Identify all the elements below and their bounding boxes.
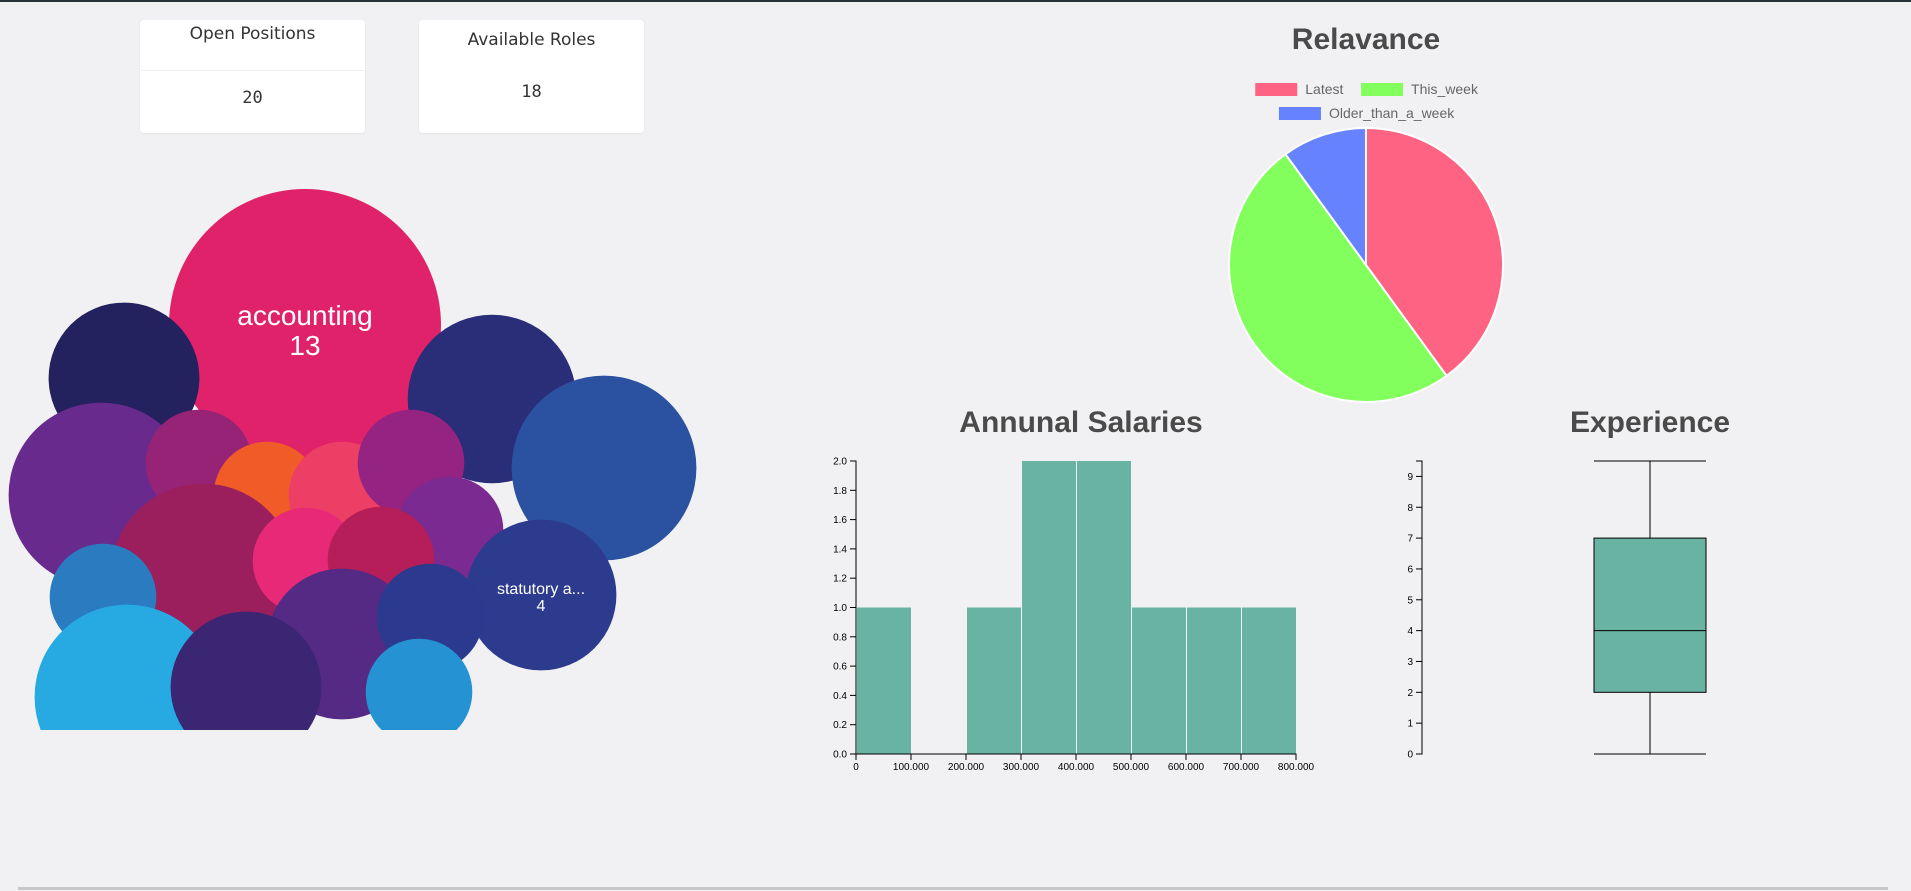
open-positions-label: Open Positions [189, 24, 316, 44]
histogram-title: Annunal Salaries [959, 406, 1202, 439]
top-border [0, 0, 1911, 2]
pie-slice[interactable] [1365, 126, 1504, 378]
y-tick-label: 1.0 [833, 603, 847, 614]
x-tick-label: 100,000 [893, 762, 930, 770]
legend-label: Older_than_a_week [1329, 105, 1455, 121]
bubble-label: statutory a... [497, 581, 585, 598]
histogram-bar[interactable] [967, 607, 1021, 755]
bubble[interactable] [511, 375, 697, 561]
y-tick-label: 0.0 [833, 750, 847, 761]
histogram-bar[interactable] [1187, 607, 1241, 755]
y-tick-label: 1.4 [833, 544, 847, 555]
y-tick-label: 0 [1407, 750, 1413, 761]
histogram-bar[interactable] [1242, 607, 1296, 755]
boxplot-box[interactable] [1593, 537, 1707, 693]
salary-histogram: Annunal Salaries 0.0 0.2 0.4 0.6 0.8 1.0 1.2 1.… [833, 406, 1314, 771]
histogram-bar[interactable] [1077, 461, 1131, 754]
open-positions-card: Open Positions 20 [140, 20, 365, 133]
available-roles-card: Available Roles 18 [419, 20, 644, 133]
open-positions-value: 20 [242, 88, 263, 108]
y-tick-label: 0.6 [833, 662, 847, 673]
y-axis-line [1416, 460, 1423, 755]
available-roles-label: Available Roles [467, 30, 596, 50]
bottom-scrollbar[interactable] [18, 887, 1888, 890]
histogram-axes: 0.0 0.2 0.4 0.6 0.8 1.0 1.2 1.4 1.6 1.8 2.0 0 100,00… [833, 457, 1314, 771]
bubble-circle[interactable] [169, 189, 441, 461]
y-tick-label: 4 [1407, 626, 1413, 637]
legend-item[interactable]: This_week [1361, 81, 1479, 97]
y-tick-label: 6 [1407, 564, 1413, 575]
bubble-circle[interactable] [465, 519, 617, 671]
relevance-pie-chart: Relavance Latest This_week Older_than_a_we… [1228, 23, 1504, 404]
y-tick-label: 9 [1407, 472, 1413, 483]
bubble-label: accounting [237, 300, 372, 331]
histogram-bar[interactable] [1022, 461, 1076, 754]
y-tick-label: 5 [1407, 595, 1413, 606]
boxplot-y-axis: 0 1 2 3 4 5 6 7 8 9 [1407, 460, 1423, 761]
x-tick-label: 600,000 [1168, 762, 1205, 770]
legend-label: This_week [1411, 81, 1479, 97]
y-tick-label: 0.8 [833, 632, 847, 643]
y-tick-label: 8 [1407, 503, 1413, 514]
bubble[interactable]: statutory a...4 [465, 519, 617, 671]
pie-slice[interactable] [1228, 152, 1448, 404]
bubble-circle[interactable] [365, 638, 473, 730]
histogram-bar[interactable] [1132, 607, 1186, 755]
x-tick-label: 800,000 [1278, 762, 1315, 770]
bubble-value: 13 [289, 330, 320, 361]
available-roles-value: 18 [521, 82, 542, 102]
x-tick-label: 200,000 [948, 762, 985, 770]
pie-slices [1228, 126, 1504, 404]
x-tick-label: 700,000 [1223, 762, 1260, 770]
y-tick-label: 1.2 [833, 574, 847, 585]
boxplot-title: Experience [1570, 406, 1730, 439]
pie-title: Relavance [1292, 23, 1440, 56]
y-tick-label: 2.0 [833, 457, 847, 468]
x-tick-label: 400,000 [1058, 762, 1095, 770]
legend-swatch [1278, 107, 1321, 120]
y-tick-label: 2 [1407, 688, 1413, 699]
legend-label: Latest [1305, 81, 1343, 97]
legend-item[interactable]: Latest [1255, 81, 1343, 97]
y-tick-label: 0.4 [833, 691, 847, 702]
pie-slice[interactable] [1284, 126, 1367, 269]
bubble[interactable] [365, 638, 473, 730]
experience-boxplot: Experience 0 1 2 3 4 5 6 7 8 9 [1407, 406, 1730, 761]
x-tick-label: 500,000 [1113, 762, 1150, 770]
bubble-circle[interactable] [170, 611, 322, 730]
y-tick-label: 1.8 [833, 486, 847, 497]
histogram-bars [857, 461, 1296, 754]
card-divider [140, 70, 365, 71]
pie-legend: Latest This_week Older_than_a_week [1255, 81, 1479, 121]
y-tick-label: 7 [1407, 534, 1413, 545]
y-tick-label: 3 [1407, 657, 1413, 668]
x-tick-label: 0 [853, 762, 859, 770]
legend-swatch [1361, 83, 1404, 96]
y-tick-label: 0.2 [833, 720, 847, 731]
x-tick-label: 300,000 [1003, 762, 1040, 770]
bubble-value: 4 [537, 598, 546, 615]
legend-swatch [1255, 83, 1298, 96]
histogram-bar[interactable] [857, 607, 911, 755]
y-tick-label: 1.6 [833, 515, 847, 526]
bubble-circle[interactable] [511, 375, 697, 561]
legend-item[interactable]: Older_than_a_week [1278, 105, 1455, 121]
bubble[interactable] [170, 611, 322, 730]
y-tick-label: 1 [1407, 719, 1413, 730]
